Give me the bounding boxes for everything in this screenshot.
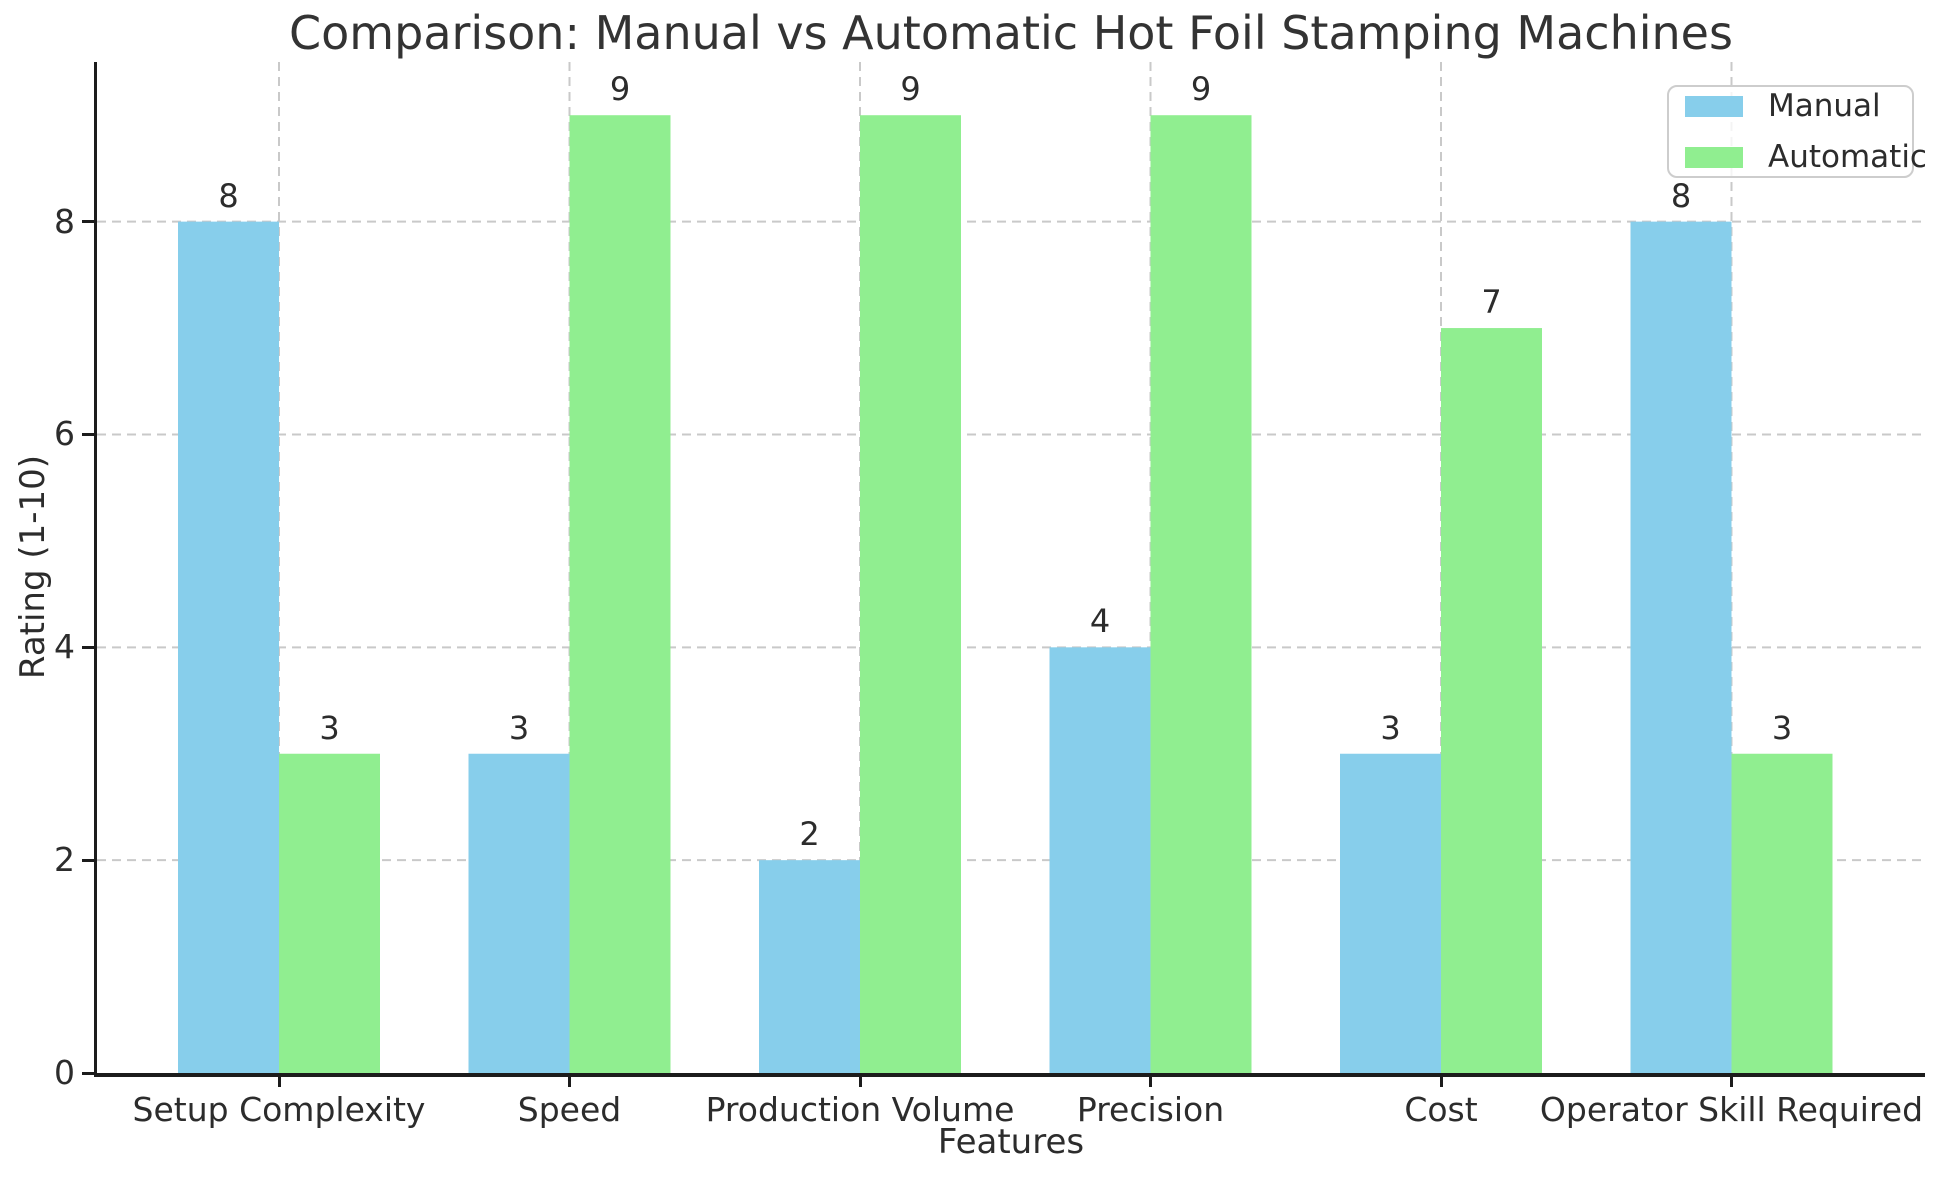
x-tick <box>568 1073 571 1087</box>
bar-automatic-0 <box>279 753 380 1073</box>
bar-value-label: 9 <box>900 70 921 109</box>
bar-automatic-2 <box>860 115 961 1073</box>
bar-value-label: 3 <box>319 708 340 747</box>
bar-value-label: 2 <box>799 815 820 854</box>
y-tick <box>82 1071 97 1075</box>
bar-manual-2 <box>759 860 860 1073</box>
legend-row-automatic: Automatic <box>1685 141 1927 173</box>
x-tick-label: Speed <box>517 1090 622 1129</box>
bar-value-label: 4 <box>1089 602 1111 641</box>
y-tick-label: 0 <box>54 1053 75 1092</box>
bar-value-label: 8 <box>218 176 239 215</box>
bar-value-label: 3 <box>1380 708 1401 747</box>
legend-label-manual: Manual <box>1768 87 1881 124</box>
y-tick <box>82 858 97 862</box>
y-tick <box>82 220 97 224</box>
y-tick-label: 2 <box>54 840 75 880</box>
x-tick <box>1439 1073 1443 1087</box>
bar-value-label: 9 <box>1190 70 1212 109</box>
bar-value-label: 7 <box>1481 283 1502 322</box>
chart-title: Comparison: Manual vs Automatic Hot Foil… <box>289 6 1733 60</box>
x-tick <box>277 1073 281 1087</box>
bar-manual-5 <box>1630 221 1732 1073</box>
bar-automatic-3 <box>1150 115 1252 1073</box>
legend-row-manual: Manual <box>1685 87 1912 124</box>
x-tick <box>1730 1073 1733 1087</box>
bar-value-label: 3 <box>508 708 530 747</box>
y-axis-label: Rating (1-10) <box>13 454 53 680</box>
x-axis-label: Features <box>937 1122 1085 1162</box>
bar-value-label: 8 <box>1670 176 1692 215</box>
bar-manual-4 <box>1340 753 1441 1073</box>
plot-area: 8 3 2 4 3 8 3 9 9 9 7 3 Setup Complexity Speed Product… <box>54 62 1925 1129</box>
x-tick <box>858 1073 862 1087</box>
plot-canvas <box>97 62 1925 1073</box>
y-tick-label: 6 <box>54 414 75 454</box>
x-tick <box>1149 1073 1152 1087</box>
x-tick-label: Setup Complexity <box>132 1090 426 1129</box>
x-tick-label: Cost <box>1404 1090 1478 1129</box>
bar-manual-1 <box>468 753 570 1073</box>
legend-swatch-automatic <box>1685 146 1743 168</box>
bar-value-label: 9 <box>609 70 631 109</box>
legend-label-automatic: Automatic <box>1768 138 1927 175</box>
bar-automatic-4 <box>1441 328 1542 1073</box>
x-tick-label: Precision <box>1076 1090 1225 1129</box>
bar-automatic-5 <box>1731 753 1833 1073</box>
legend-swatch-manual <box>1685 95 1743 117</box>
bar-manual-3 <box>1049 647 1151 1073</box>
bar-manual-0 <box>178 221 279 1073</box>
bar-value-label: 3 <box>1771 708 1793 747</box>
legend: Manual Automatic <box>1667 85 1927 178</box>
x-tick-label: Production Volume <box>705 1090 1015 1129</box>
y-tick <box>82 645 97 649</box>
x-tick-label: Operator Skill Required <box>1539 1090 1924 1129</box>
y-tick <box>82 432 97 436</box>
y-tick-label: 4 <box>54 627 75 667</box>
y-tick-label: 8 <box>54 201 75 241</box>
bar-automatic-1 <box>569 115 671 1073</box>
